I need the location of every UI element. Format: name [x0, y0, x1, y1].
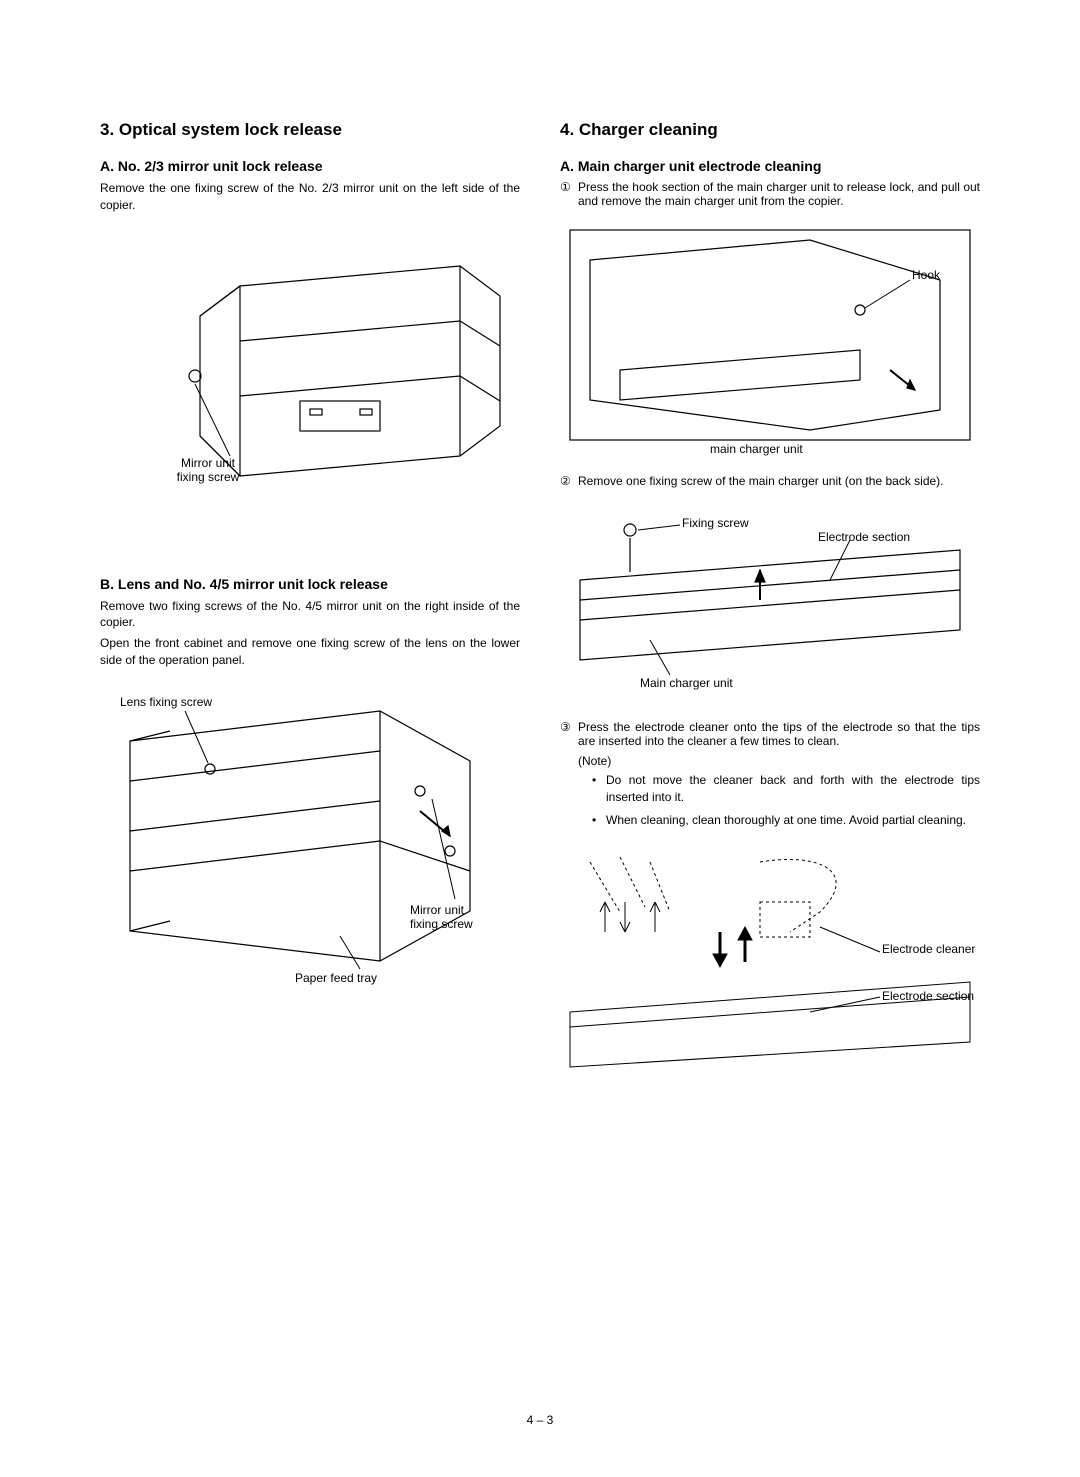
right-column: 4. Charger cleaning A. Main charger unit… [560, 120, 980, 1112]
figure-charger-screw: Fixing screw Electrode section Main char… [560, 500, 980, 700]
step-2: ② Remove one fixing screw of the main ch… [560, 474, 980, 488]
figure-mirror-unit-2: Lens fixing screw Mirror unit fixing scr… [100, 681, 520, 991]
bullet-1-text: Do not move the cleaner back and forth w… [606, 772, 980, 806]
figure-4-label-screw: Fixing screw [682, 516, 749, 530]
subsection-4a-title: A. Main charger unit electrode cleaning [560, 158, 980, 174]
note-bullets: • Do not move the cleaner back and forth… [592, 772, 980, 828]
step-3-text: Press the electrode cleaner onto the tip… [578, 720, 980, 748]
figure-svg-4 [560, 500, 980, 700]
figure-3-label-hook: Hook [912, 268, 940, 282]
step-2-num: ② [560, 474, 578, 488]
subsection-3a-text: Remove the one fixing screw of the No. 2… [100, 180, 520, 214]
subsection-3a-title: A. No. 2/3 mirror unit lock release [100, 158, 520, 174]
section-4-title: 4. Charger cleaning [560, 120, 980, 140]
bullet-1: • Do not move the cleaner back and forth… [592, 772, 980, 806]
figure-2-label-mirror: Mirror unit fixing screw [410, 903, 490, 932]
bullet-mark-icon: • [592, 772, 606, 806]
figure-2-label-lens: Lens fixing screw [120, 695, 212, 709]
figure-5-label-cleaner: Electrode cleaner [882, 942, 975, 956]
bullet-2-text: When cleaning, clean thoroughly at one t… [606, 812, 966, 829]
left-column: 3. Optical system lock release A. No. 2/… [100, 120, 520, 1112]
figure-svg-1 [100, 226, 520, 506]
figure-svg-3 [560, 220, 980, 460]
subsection-3b-title: B. Lens and No. 4/5 mirror unit lock rel… [100, 576, 520, 592]
subsection-3b-text1: Remove two fixing screws of the No. 4/5 … [100, 598, 520, 632]
figure-charger-hook: Hook main charger unit [560, 220, 980, 460]
step-2-text: Remove one fixing screw of the main char… [578, 474, 980, 488]
figure-2-label-tray: Paper feed tray [295, 971, 377, 985]
figure-4-label-main: Main charger unit [640, 676, 733, 690]
step-3: ③ Press the electrode cleaner onto the t… [560, 720, 980, 748]
figure-mirror-unit-1: Mirror unit fixing screw [100, 226, 520, 506]
step-3-num: ③ [560, 720, 578, 748]
figure-1-label: Mirror unit fixing screw [168, 456, 248, 485]
figure-svg-5 [560, 842, 980, 1082]
step-1: ① Press the hook section of the main cha… [560, 180, 980, 208]
note-label: (Note) [578, 754, 980, 768]
figure-3-label-main-charger: main charger unit [710, 442, 803, 456]
step-1-text: Press the hook section of the main charg… [578, 180, 980, 208]
page-number: 4 – 3 [527, 1413, 554, 1427]
figure-electrode-cleaner: Electrode cleaner Electrode section [560, 842, 980, 1082]
step-1-num: ① [560, 180, 578, 208]
section-3-title: 3. Optical system lock release [100, 120, 520, 140]
bullet-mark-icon: • [592, 812, 606, 829]
figure-5-label-section: Electrode section [882, 989, 974, 1003]
figure-4-label-electrode: Electrode section [818, 530, 910, 544]
subsection-3b-text2: Open the front cabinet and remove one fi… [100, 635, 520, 669]
bullet-2: • When cleaning, clean thoroughly at one… [592, 812, 980, 829]
figure-svg-2 [100, 681, 520, 991]
